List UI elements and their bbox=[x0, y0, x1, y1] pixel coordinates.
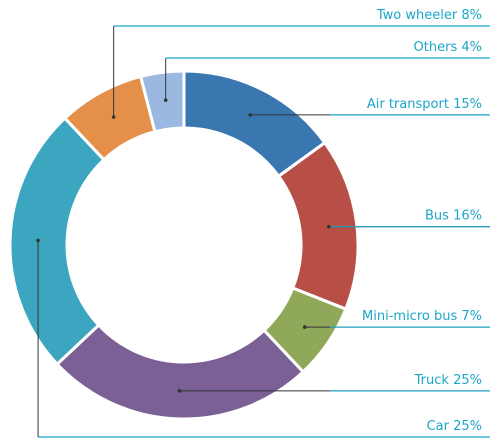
value-label: 8% bbox=[461, 8, 482, 23]
category-name: Two wheeler bbox=[376, 8, 458, 23]
value-label: 25% bbox=[453, 419, 482, 434]
segment-label: Car 25% bbox=[427, 419, 482, 434]
segment-label: Bus 16% bbox=[425, 208, 482, 223]
segment-label: Two wheeler 8% bbox=[376, 8, 482, 23]
leader-dot bbox=[36, 238, 40, 243]
category-name: Others bbox=[414, 40, 458, 55]
leader-dot bbox=[163, 98, 168, 102]
leader-dot bbox=[248, 113, 253, 117]
leader-dot bbox=[177, 389, 182, 393]
segment-label: Mini-micro bus 7% bbox=[362, 309, 482, 324]
donut-segment bbox=[276, 140, 360, 312]
category-name: Truck bbox=[414, 372, 450, 387]
segment-label: Air transport 15% bbox=[367, 96, 482, 111]
category-name: Car bbox=[427, 419, 450, 434]
value-label: 15% bbox=[453, 96, 482, 111]
value-label: 4% bbox=[461, 40, 482, 55]
leader-dot bbox=[302, 325, 307, 329]
category-name: Air transport bbox=[367, 96, 449, 111]
donut-segment bbox=[55, 322, 306, 421]
value-label: 7% bbox=[461, 309, 482, 324]
segment-label: Others 4% bbox=[414, 40, 482, 55]
donut-segment bbox=[138, 69, 186, 134]
category-name: Mini-micro bus bbox=[362, 309, 457, 324]
leader-dot bbox=[111, 115, 116, 119]
leader-dot bbox=[327, 224, 331, 229]
segment-label: Truck 25% bbox=[414, 372, 482, 387]
donut-segment bbox=[8, 116, 107, 367]
category-name: Bus bbox=[425, 208, 449, 223]
value-label: 25% bbox=[453, 372, 482, 387]
value-label: 16% bbox=[453, 208, 482, 223]
